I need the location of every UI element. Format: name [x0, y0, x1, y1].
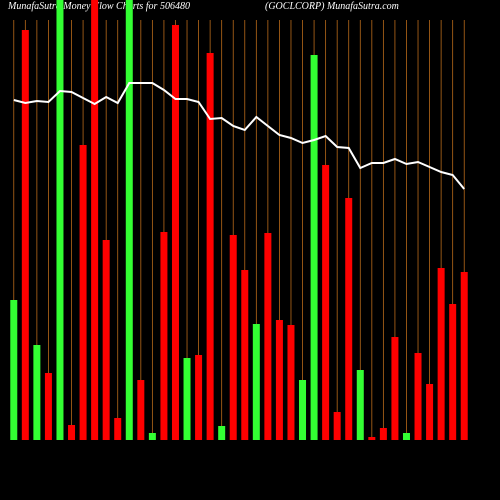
bar	[356, 370, 364, 440]
bar	[345, 198, 353, 440]
chart-title: MunafaSutra Money Flow Charts for 506480	[7, 1, 190, 12]
bar	[460, 272, 468, 440]
bar	[10, 300, 18, 440]
bar	[426, 384, 434, 440]
bar	[333, 412, 341, 440]
bar	[449, 304, 457, 440]
bar	[218, 426, 226, 440]
bar	[160, 232, 168, 440]
bar	[56, 0, 64, 440]
bar	[91, 0, 99, 440]
bar	[148, 433, 156, 440]
bar	[68, 425, 76, 440]
bars	[10, 0, 468, 440]
bar	[33, 345, 41, 440]
bar	[299, 380, 307, 440]
bar	[44, 373, 52, 440]
bar	[183, 358, 191, 440]
bar	[137, 380, 145, 440]
bar	[310, 55, 318, 440]
chart-subtitle: (GOCLCORP) MunafaSutra.com	[265, 1, 399, 12]
bar	[229, 235, 237, 440]
bar	[368, 437, 376, 440]
bar	[171, 25, 179, 440]
bar	[241, 270, 249, 440]
bar	[114, 418, 122, 440]
bar	[264, 233, 272, 440]
bar	[21, 30, 29, 440]
bar	[125, 0, 133, 440]
bar	[437, 268, 445, 440]
flow-line	[13, 82, 465, 190]
bar	[79, 145, 87, 440]
bar	[275, 320, 283, 440]
bar	[402, 433, 410, 440]
bar	[206, 53, 214, 440]
bar	[252, 324, 260, 440]
bar	[379, 428, 387, 440]
bar	[391, 337, 399, 440]
bar	[102, 240, 110, 440]
bar	[287, 325, 295, 440]
bar	[322, 165, 330, 440]
bar	[195, 355, 203, 440]
bar	[414, 353, 422, 440]
